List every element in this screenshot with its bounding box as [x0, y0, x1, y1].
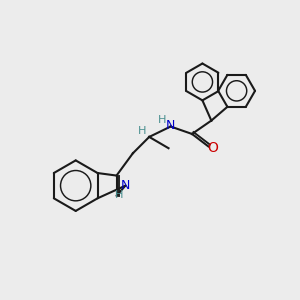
Text: N: N: [165, 119, 175, 132]
Text: N: N: [121, 179, 130, 192]
Text: O: O: [207, 141, 218, 155]
Text: H: H: [158, 115, 166, 125]
Text: H: H: [115, 190, 123, 200]
Text: H: H: [137, 126, 146, 136]
